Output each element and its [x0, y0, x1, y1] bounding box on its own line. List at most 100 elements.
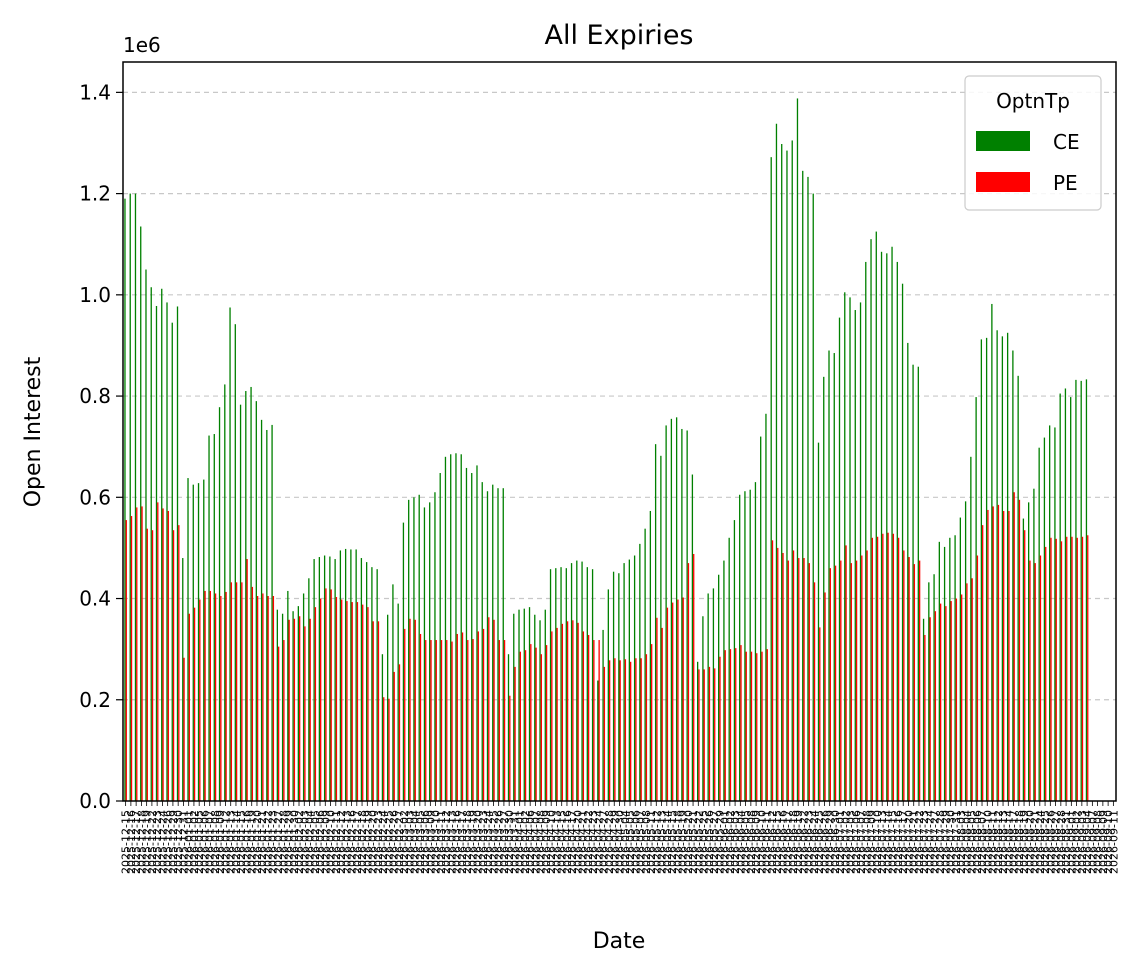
bar-ce — [218, 407, 221, 801]
bar-ce — [581, 561, 583, 801]
x-tick-label: 2026-02-27 — [393, 810, 406, 874]
bar-ce — [917, 366, 919, 801]
bar-ce — [213, 434, 215, 801]
bar-ce — [985, 337, 988, 801]
x-tick-label: 2026-05-27 — [708, 810, 721, 874]
bar-pe — [467, 640, 469, 801]
bar-ce — [628, 559, 630, 801]
bar-pe — [398, 664, 401, 801]
bar-ce — [455, 453, 457, 801]
bar-ce — [812, 193, 814, 802]
x-tick-label: 2026-09-04 — [1081, 810, 1094, 874]
bar-ce — [1033, 488, 1035, 801]
bar-pe — [903, 550, 905, 801]
bar-ce — [649, 510, 652, 801]
bar-pe — [961, 594, 963, 801]
bar-ce — [791, 140, 793, 801]
bar-ce — [176, 306, 179, 801]
bar-pe — [840, 560, 842, 801]
bar-ce — [602, 629, 604, 801]
bar-pe — [277, 646, 280, 801]
x-tick-label: 2026-06-05 — [740, 810, 753, 874]
bar-ce — [591, 569, 594, 801]
bar-ce — [481, 482, 483, 801]
x-tick-label: 2026-03-30 — [503, 810, 516, 874]
x-tick-label: 2025-12-31 — [177, 810, 190, 874]
bar-pe — [299, 616, 301, 801]
bar-pe — [997, 504, 1000, 801]
bar-pe — [939, 603, 942, 801]
bar-pe — [125, 520, 127, 801]
x-tick-label: 2026-05-06 — [629, 810, 642, 874]
x-tick-label: 2026-05-12 — [650, 810, 663, 874]
bar-ce — [255, 401, 257, 801]
bar-pe — [220, 596, 222, 801]
bar-pe — [708, 666, 711, 801]
bar-pe — [1045, 546, 1047, 801]
bar-pe — [819, 627, 821, 801]
bar-ce — [271, 424, 273, 801]
bar-pe — [235, 582, 238, 801]
bar-pe — [482, 628, 485, 801]
x-tick-label: 2026-03-26 — [493, 810, 506, 874]
bar-ce — [239, 404, 242, 801]
bar-pe — [1087, 535, 1089, 801]
bar-ce — [129, 193, 131, 802]
bar-ce — [1043, 437, 1046, 801]
bar-ce — [901, 283, 904, 801]
x-tick-label: 2026-02-20 — [367, 810, 380, 874]
x-tick-label: 2026-02-04 — [304, 810, 317, 874]
bar-ce — [297, 606, 299, 801]
bar-pe — [503, 640, 506, 801]
bar-ce — [891, 246, 893, 801]
bar-ce — [865, 261, 867, 801]
bar-ce — [838, 317, 841, 801]
x-tick-label: 2026-04-08 — [535, 810, 548, 874]
bar-ce — [507, 654, 510, 801]
bar-ce — [1049, 425, 1051, 801]
x-tick-label: 2026-06-02 — [724, 810, 737, 874]
bar-ce — [660, 455, 662, 801]
bar-ce — [802, 170, 804, 801]
x-tick-label: 2026-04-28 — [603, 810, 616, 874]
bar-ce — [849, 297, 851, 801]
bar-ce — [786, 150, 788, 801]
bar-ce — [344, 548, 347, 801]
bar-ce — [618, 573, 620, 801]
bar-ce — [1006, 332, 1009, 801]
bar-pe — [188, 613, 190, 801]
x-tick-label: 2026-06-01 — [719, 810, 732, 874]
bar-pe — [651, 644, 653, 801]
bar-pe — [976, 555, 979, 801]
x-tick-label: 2026-04-07 — [529, 810, 542, 874]
x-tick-label: 2026-02-05 — [309, 810, 322, 874]
x-tick-label: 2026-09-07 — [1086, 810, 1099, 874]
bar-ce — [266, 429, 268, 801]
bar-ce — [1017, 375, 1019, 801]
x-tick-label: 2026-01-08 — [209, 810, 222, 874]
bar-ce — [823, 376, 825, 801]
bar-pe — [908, 557, 910, 801]
x-tick-label: 2026-07-16 — [892, 810, 905, 874]
x-tick-label: 2026-07-17 — [897, 810, 910, 874]
bar-pe — [756, 653, 758, 801]
bar-pe — [1060, 541, 1063, 801]
bar-pe — [246, 559, 248, 801]
x-tick-label: 2026-03-25 — [487, 810, 500, 874]
bar-pe — [971, 578, 973, 801]
x-tick-label: 2026-01-16 — [240, 810, 253, 874]
x-tick-label: 2025-12-22 — [146, 810, 159, 874]
bar-pe — [703, 669, 705, 801]
y-tick-label: 1.0 — [79, 283, 111, 307]
bar-pe — [172, 530, 175, 801]
bar-ce — [292, 611, 294, 801]
x-tick-label: 2026-08-27 — [1050, 810, 1063, 874]
bar-pe — [572, 620, 574, 801]
x-tick-label: 2026-03-03 — [403, 810, 416, 874]
x-tick-label: 2026-02-24 — [377, 810, 390, 874]
x-tick-label: 2026-05-15 — [666, 810, 679, 874]
x-tick-label: 2026-03-12 — [440, 810, 453, 874]
x-tick-label: 2025-12-15 — [120, 810, 133, 874]
x-tick-label: 2026-04-01 — [514, 810, 527, 874]
bar-pe — [808, 563, 810, 801]
